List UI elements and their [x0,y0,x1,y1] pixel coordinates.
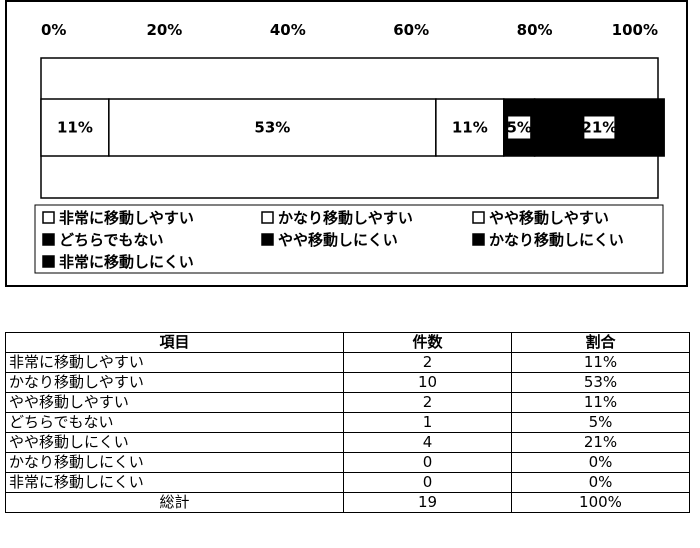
row-count: 4 [343,432,512,453]
row-ratio: 21% [511,432,690,453]
x-tick-label: 40% [270,21,306,39]
legend-label: どちらでもない [59,231,164,249]
legend-swatch [472,211,485,224]
row-item: かなり移動しにくい [5,452,344,473]
table-row: やや移動しやすい 2 11% [5,392,690,413]
legend-swatch [261,211,274,224]
row-item: 非常に移動しやすい [5,352,344,373]
header-ratio: 割合 [511,332,690,353]
legend-label: かなり移動しにくい [489,231,624,249]
stacked-bar-chart: 0% 20% 40% 60% 80% 100% 11% 53% 11% 5% 21% 非常に移動しやす… [34,21,665,274]
legend-label: 非常に移動しにくい [59,253,194,271]
legend-swatch [42,255,55,268]
legend-label: やや移動しにくい [278,231,398,249]
table-row: 非常に移動しやすい 2 11% [5,352,690,373]
row-ratio: 11% [511,392,690,413]
legend-label: 非常に移動しやすい [59,209,194,227]
table-row: かなり移動しやすい 10 53% [5,372,690,393]
header-item: 項目 [5,332,344,353]
table-header-row: 項目 件数 割合 [5,332,690,353]
x-tick-label: 0% [41,21,66,39]
chart-frame [5,0,688,287]
table-row: どちらでもない 1 5% [5,412,690,433]
row-item: やや移動しやすい [5,392,344,413]
row-ratio: 11% [511,352,690,373]
data-label: 53% [254,119,290,137]
table-row: かなり移動しにくい 0 0% [5,452,690,473]
data-label: 11% [452,119,488,137]
data-table-container: 項目 件数 割合 非常に移動しやすい 2 11% かなり移動しやすい 10 53… [5,332,690,513]
table-total-row: 総計 19 100% [5,492,690,513]
bar-segment [435,98,505,157]
legend-swatch [42,211,55,224]
bar-segment [108,98,437,157]
legend-box [34,204,664,274]
legend-swatch [42,233,55,246]
total-label: 総計 [5,492,344,513]
row-count: 1 [343,412,512,433]
x-tick-label: 60% [393,21,429,39]
row-item: 非常に移動しにくい [5,472,344,493]
data-label-background [508,116,531,139]
row-count: 0 [343,472,512,493]
legend-swatch [261,233,274,246]
x-tick-label: 80% [517,21,553,39]
total-ratio: 100% [511,492,690,513]
row-count: 10 [343,372,512,393]
x-tick-label: 100% [612,21,658,39]
row-item: かなり移動しやすい [5,372,344,393]
data-label: 21% [581,119,617,137]
row-ratio: 0% [511,472,690,493]
data-table: 項目 件数 割合 非常に移動しやすい 2 11% かなり移動しやすい 10 53… [5,332,690,513]
legend-label: かなり移動しやすい [278,209,413,227]
row-item: どちらでもない [5,412,344,433]
table-row: やや移動しにくい 4 21% [5,432,690,453]
x-tick-label: 20% [146,21,182,39]
row-count: 2 [343,392,512,413]
total-count: 19 [343,492,512,513]
row-ratio: 53% [511,372,690,393]
data-label: 5% [506,119,531,137]
row-count: 2 [343,352,512,373]
data-label: 11% [57,119,93,137]
data-label-background [584,116,615,139]
row-ratio: 5% [511,412,690,433]
header-count: 件数 [343,332,512,353]
legend-swatch [472,233,485,246]
row-count: 0 [343,452,512,473]
row-ratio: 0% [511,452,690,473]
row-item: やや移動しにくい [5,432,344,453]
table-row: 非常に移動しにくい 0 0% [5,472,690,493]
legend-label: やや移動しやすい [489,209,609,227]
